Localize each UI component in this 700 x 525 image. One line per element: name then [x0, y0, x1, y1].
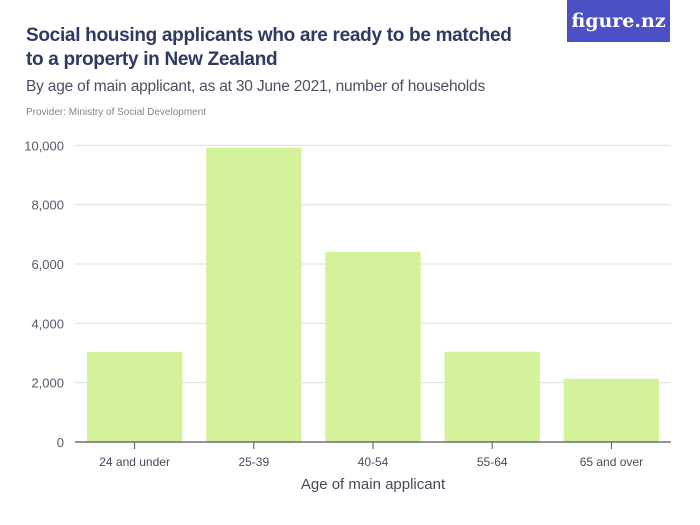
y-tick-label: 2,000	[31, 376, 64, 391]
chart-subtitle: By age of main applicant, as at 30 June …	[26, 78, 486, 95]
x-tick-label: 24 and under	[99, 455, 170, 469]
chart-title: Social housing applicants who are ready …	[26, 25, 512, 70]
x-tick-label: 65 and over	[580, 455, 643, 469]
figure-nz-logo[interactable]: figure.nz	[567, 0, 670, 42]
x-tick-label: 40-54	[358, 455, 389, 469]
y-tick-label: 10,000	[24, 138, 64, 153]
y-tick-label: 6,000	[31, 257, 64, 272]
bar-25-39	[206, 147, 302, 443]
x-tick-label: 55-64	[477, 455, 508, 469]
y-tick-label: 8,000	[31, 198, 64, 213]
x-axis-title: Age of main applicant	[301, 476, 446, 493]
bar-24-and-under	[86, 352, 183, 442]
bar-65-and-over	[563, 378, 660, 442]
y-tick-label: 0	[57, 435, 64, 450]
provider-text: Provider: Ministry of Social Development	[26, 107, 207, 118]
bar-55-64	[444, 351, 540, 442]
bar-40-54	[325, 251, 421, 442]
x-tick-label: 25-39	[238, 455, 269, 469]
y-tick-label: 4,000	[31, 316, 64, 331]
